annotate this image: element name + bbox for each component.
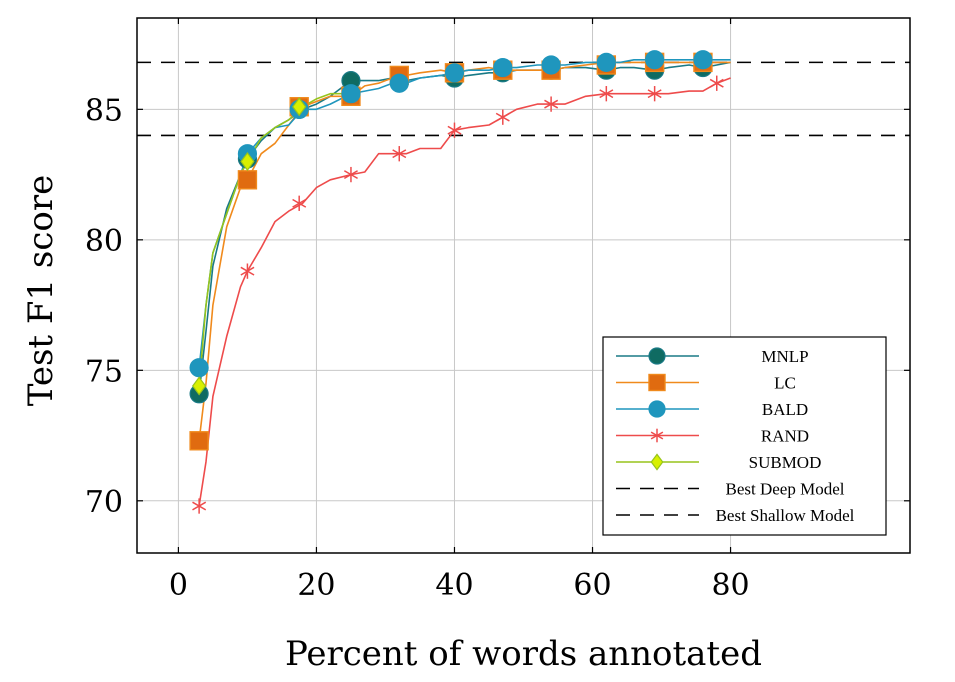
data-point-submod [240,151,255,172]
data-point-bald [341,84,361,104]
legend-label: Best Shallow Model [716,506,855,525]
series-line-lc [198,61,731,441]
legend-swatch-marker [648,400,666,418]
data-point-bald [389,73,409,93]
asterisk-stroke [192,501,207,511]
data-point-bald [645,50,665,70]
data-point-rand [709,75,724,91]
legend-swatch-marker [650,453,664,471]
data-point-bald [693,50,713,70]
series-lines [198,58,731,507]
legend-swatch-marker [648,373,666,392]
asterisk-stroke [650,431,664,440]
x-axis-title: Percent of words annotated [285,634,762,674]
data-point-rand [192,498,207,514]
x-tick-label: 80 [711,568,749,603]
asterisk-stroke [343,170,358,180]
data-point-rand [599,86,614,102]
y-tick-label: 85 [85,93,123,128]
asterisk-stroke [392,149,407,159]
asterisk-stroke [292,198,307,208]
data-point-lc [237,170,258,190]
legend-label: MNLP [761,347,808,366]
legend: MNLP LC BALD RAND SUBMOD Best Deep Model Best … [602,336,887,536]
x-tick-label: 0 [169,568,188,603]
x-tick-label: 40 [435,568,473,603]
asterisk-stroke [447,125,462,135]
series-line-submod [198,92,345,387]
y-tick-label: 80 [85,224,123,259]
legend-label: LC [774,374,796,393]
data-point-rand [495,109,510,125]
asterisk-stroke [647,89,662,99]
data-point-bald [444,63,465,83]
reference-lines [137,61,910,137]
x-tick-label: 20 [297,568,335,603]
legend-swatch-marker [650,428,664,443]
legend-item: Best Deep Model [616,480,845,499]
legend-label: BALD [762,400,808,419]
data-point-bald [596,52,616,72]
data-point-rand [240,263,255,279]
data-point-bald [189,358,209,378]
asterisk-stroke [599,89,614,99]
legend-item: LC [616,374,796,393]
asterisk-stroke [544,99,559,109]
plot-frame [136,17,911,554]
legend-swatch-marker [648,347,666,365]
series-line-rand [198,77,731,507]
data-point-lc [189,431,209,451]
asterisk-stroke [709,78,724,88]
x-tick-label: 60 [573,568,611,603]
data-point-submod [292,97,307,117]
grid-lines [137,18,910,553]
asterisk-stroke [240,266,255,276]
legend-item: SUBMOD [616,453,821,472]
data-point-rand [343,166,358,183]
data-point-rand [447,122,462,138]
data-point-submod [191,376,207,396]
y-axis-title: Test F1 score [21,175,61,406]
data-point-rand [292,195,307,211]
data-point-rand [544,96,559,112]
data-point-bald [493,57,513,78]
data-point-rand [647,86,662,102]
series-markers [189,50,724,514]
legend-label: RAND [761,427,809,446]
legend-item: BALD [616,400,808,419]
legend-item: MNLP [616,347,809,366]
legend-item: Best Shallow Model [616,506,855,525]
data-point-bald [541,55,561,75]
axis-ticks: 0 20 40 60 80 70 75 80 85 [85,18,910,603]
y-tick-label: 70 [85,485,123,520]
y-tick-label: 75 [85,354,123,389]
legend-item: RAND [616,427,809,446]
legend-label: Best Deep Model [726,480,845,499]
legend-label: SUBMOD [749,453,822,472]
asterisk-stroke [495,112,510,122]
series-line-bald [198,58,731,368]
data-point-rand [392,146,407,162]
